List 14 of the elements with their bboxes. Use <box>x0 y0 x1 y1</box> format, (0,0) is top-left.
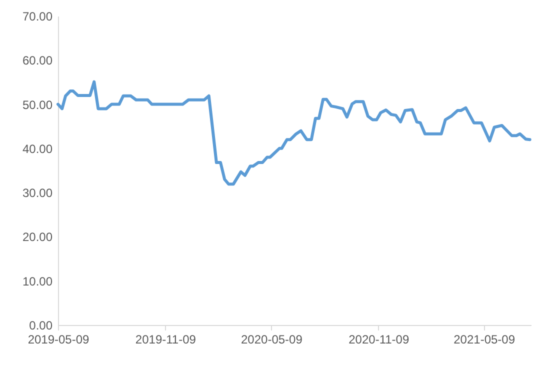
y-tick-label: 50.00 <box>22 98 53 112</box>
x-tick-label: 2021-05-09 <box>454 332 516 346</box>
x-tick-label: 2020-11-09 <box>348 332 410 346</box>
y-tick-label: 60.00 <box>22 54 53 68</box>
x-tick-label: 2019-11-09 <box>135 332 196 346</box>
y-tick-label: 20.00 <box>22 230 53 244</box>
y-tick-label: 30.00 <box>22 186 53 200</box>
y-tick-label: 0.00 <box>29 318 53 332</box>
y-tick-label: 40.00 <box>22 142 53 156</box>
y-tick-label: 70.00 <box>22 10 53 24</box>
line-series <box>56 80 532 186</box>
y-tick-label: 10.00 <box>22 274 53 288</box>
x-tick-label: 2019-05-09 <box>28 332 90 346</box>
x-tick-label: 2020-05-09 <box>241 332 303 346</box>
